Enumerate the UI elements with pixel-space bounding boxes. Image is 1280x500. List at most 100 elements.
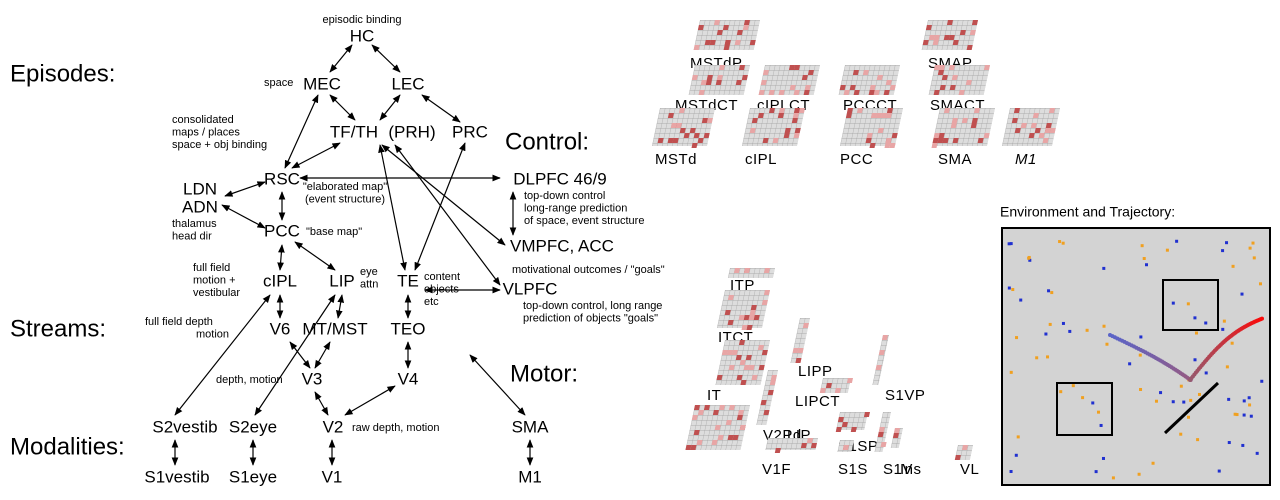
unit — [1048, 108, 1055, 113]
unit — [743, 268, 750, 273]
item — [1059, 390, 1063, 394]
layer-panel — [954, 445, 973, 460]
unit — [806, 438, 813, 443]
unit — [706, 118, 713, 123]
item — [1138, 353, 1142, 357]
unit — [884, 143, 891, 148]
unit — [933, 90, 940, 95]
unit — [714, 425, 721, 430]
node-label: RSC — [264, 169, 300, 188]
item — [1094, 470, 1098, 474]
unit — [870, 113, 877, 118]
panel-label: ITP — [730, 277, 755, 294]
layer-panel — [651, 108, 715, 148]
unit — [724, 40, 731, 45]
item — [1099, 423, 1103, 427]
unit — [657, 138, 664, 143]
layer-panel — [839, 108, 903, 148]
item — [1102, 266, 1106, 270]
item — [1028, 258, 1032, 262]
layer-panel — [716, 290, 770, 330]
unit — [885, 80, 892, 85]
item — [1235, 413, 1239, 417]
item — [1019, 298, 1023, 302]
panel-label: M1 — [1015, 151, 1037, 168]
unit — [778, 108, 785, 113]
unit — [693, 405, 700, 410]
environment — [1001, 227, 1271, 486]
unit — [749, 128, 756, 133]
unit — [725, 420, 732, 425]
unit — [716, 375, 723, 380]
unit — [961, 445, 968, 450]
unit — [841, 422, 848, 427]
annotation: motivational outcomes / "goals" — [512, 264, 665, 276]
node-label: (PRH) — [388, 122, 435, 141]
item — [1016, 435, 1020, 439]
unit — [667, 113, 674, 118]
unit — [798, 108, 805, 113]
unit — [966, 45, 973, 50]
unit — [784, 128, 791, 133]
unit — [1030, 123, 1037, 128]
layer-panel — [928, 65, 990, 95]
item — [1182, 400, 1186, 404]
layer-panel — [1001, 108, 1060, 146]
unit — [704, 40, 711, 45]
unit — [672, 138, 679, 143]
layer-panel — [756, 370, 778, 425]
annotation: consolidated — [172, 114, 234, 126]
unit — [842, 445, 849, 450]
panel-label: MSTd — [655, 151, 697, 168]
unit — [865, 138, 872, 143]
unit — [889, 85, 896, 90]
section-label: Episodes: — [10, 60, 115, 87]
unit — [670, 123, 677, 128]
annotation: head dir — [172, 230, 212, 242]
arrow — [371, 44, 401, 73]
panel-grid — [872, 335, 889, 385]
item — [1247, 396, 1251, 400]
unit — [713, 20, 720, 25]
unit — [753, 315, 760, 320]
unit — [881, 335, 888, 340]
unit — [741, 75, 748, 80]
unit — [712, 410, 719, 415]
arrow — [291, 142, 341, 169]
unit — [697, 410, 704, 415]
unit — [825, 383, 832, 388]
unit — [703, 405, 710, 410]
item — [1248, 403, 1252, 407]
node-label: PRC — [452, 122, 488, 141]
item — [1068, 329, 1072, 333]
item — [1233, 412, 1237, 416]
annotation: raw depth, motion — [352, 422, 439, 434]
item — [1111, 476, 1115, 480]
node-label: LIP — [329, 271, 355, 290]
unit — [801, 75, 808, 80]
unit — [750, 305, 757, 310]
arrow — [421, 94, 461, 123]
unit — [728, 365, 735, 370]
annotation: top-down control — [524, 190, 605, 202]
unit — [856, 108, 863, 113]
arrow — [381, 144, 506, 246]
layer-panel — [765, 438, 818, 453]
unit — [693, 430, 700, 435]
layer-panel — [685, 405, 750, 450]
item — [1242, 413, 1246, 417]
annotation: (event structure) — [305, 193, 385, 205]
panel-label: VL — [960, 461, 979, 478]
item — [1137, 472, 1141, 476]
item — [1151, 461, 1155, 465]
item — [1204, 321, 1208, 325]
panel-label: LIPCT — [795, 393, 840, 410]
unit — [958, 90, 965, 95]
unit — [933, 35, 940, 40]
item — [1009, 242, 1013, 246]
layer-panel — [693, 20, 760, 50]
node-label: SMA — [512, 417, 550, 436]
unit — [835, 427, 842, 432]
unit — [791, 118, 798, 123]
item — [1139, 387, 1143, 391]
